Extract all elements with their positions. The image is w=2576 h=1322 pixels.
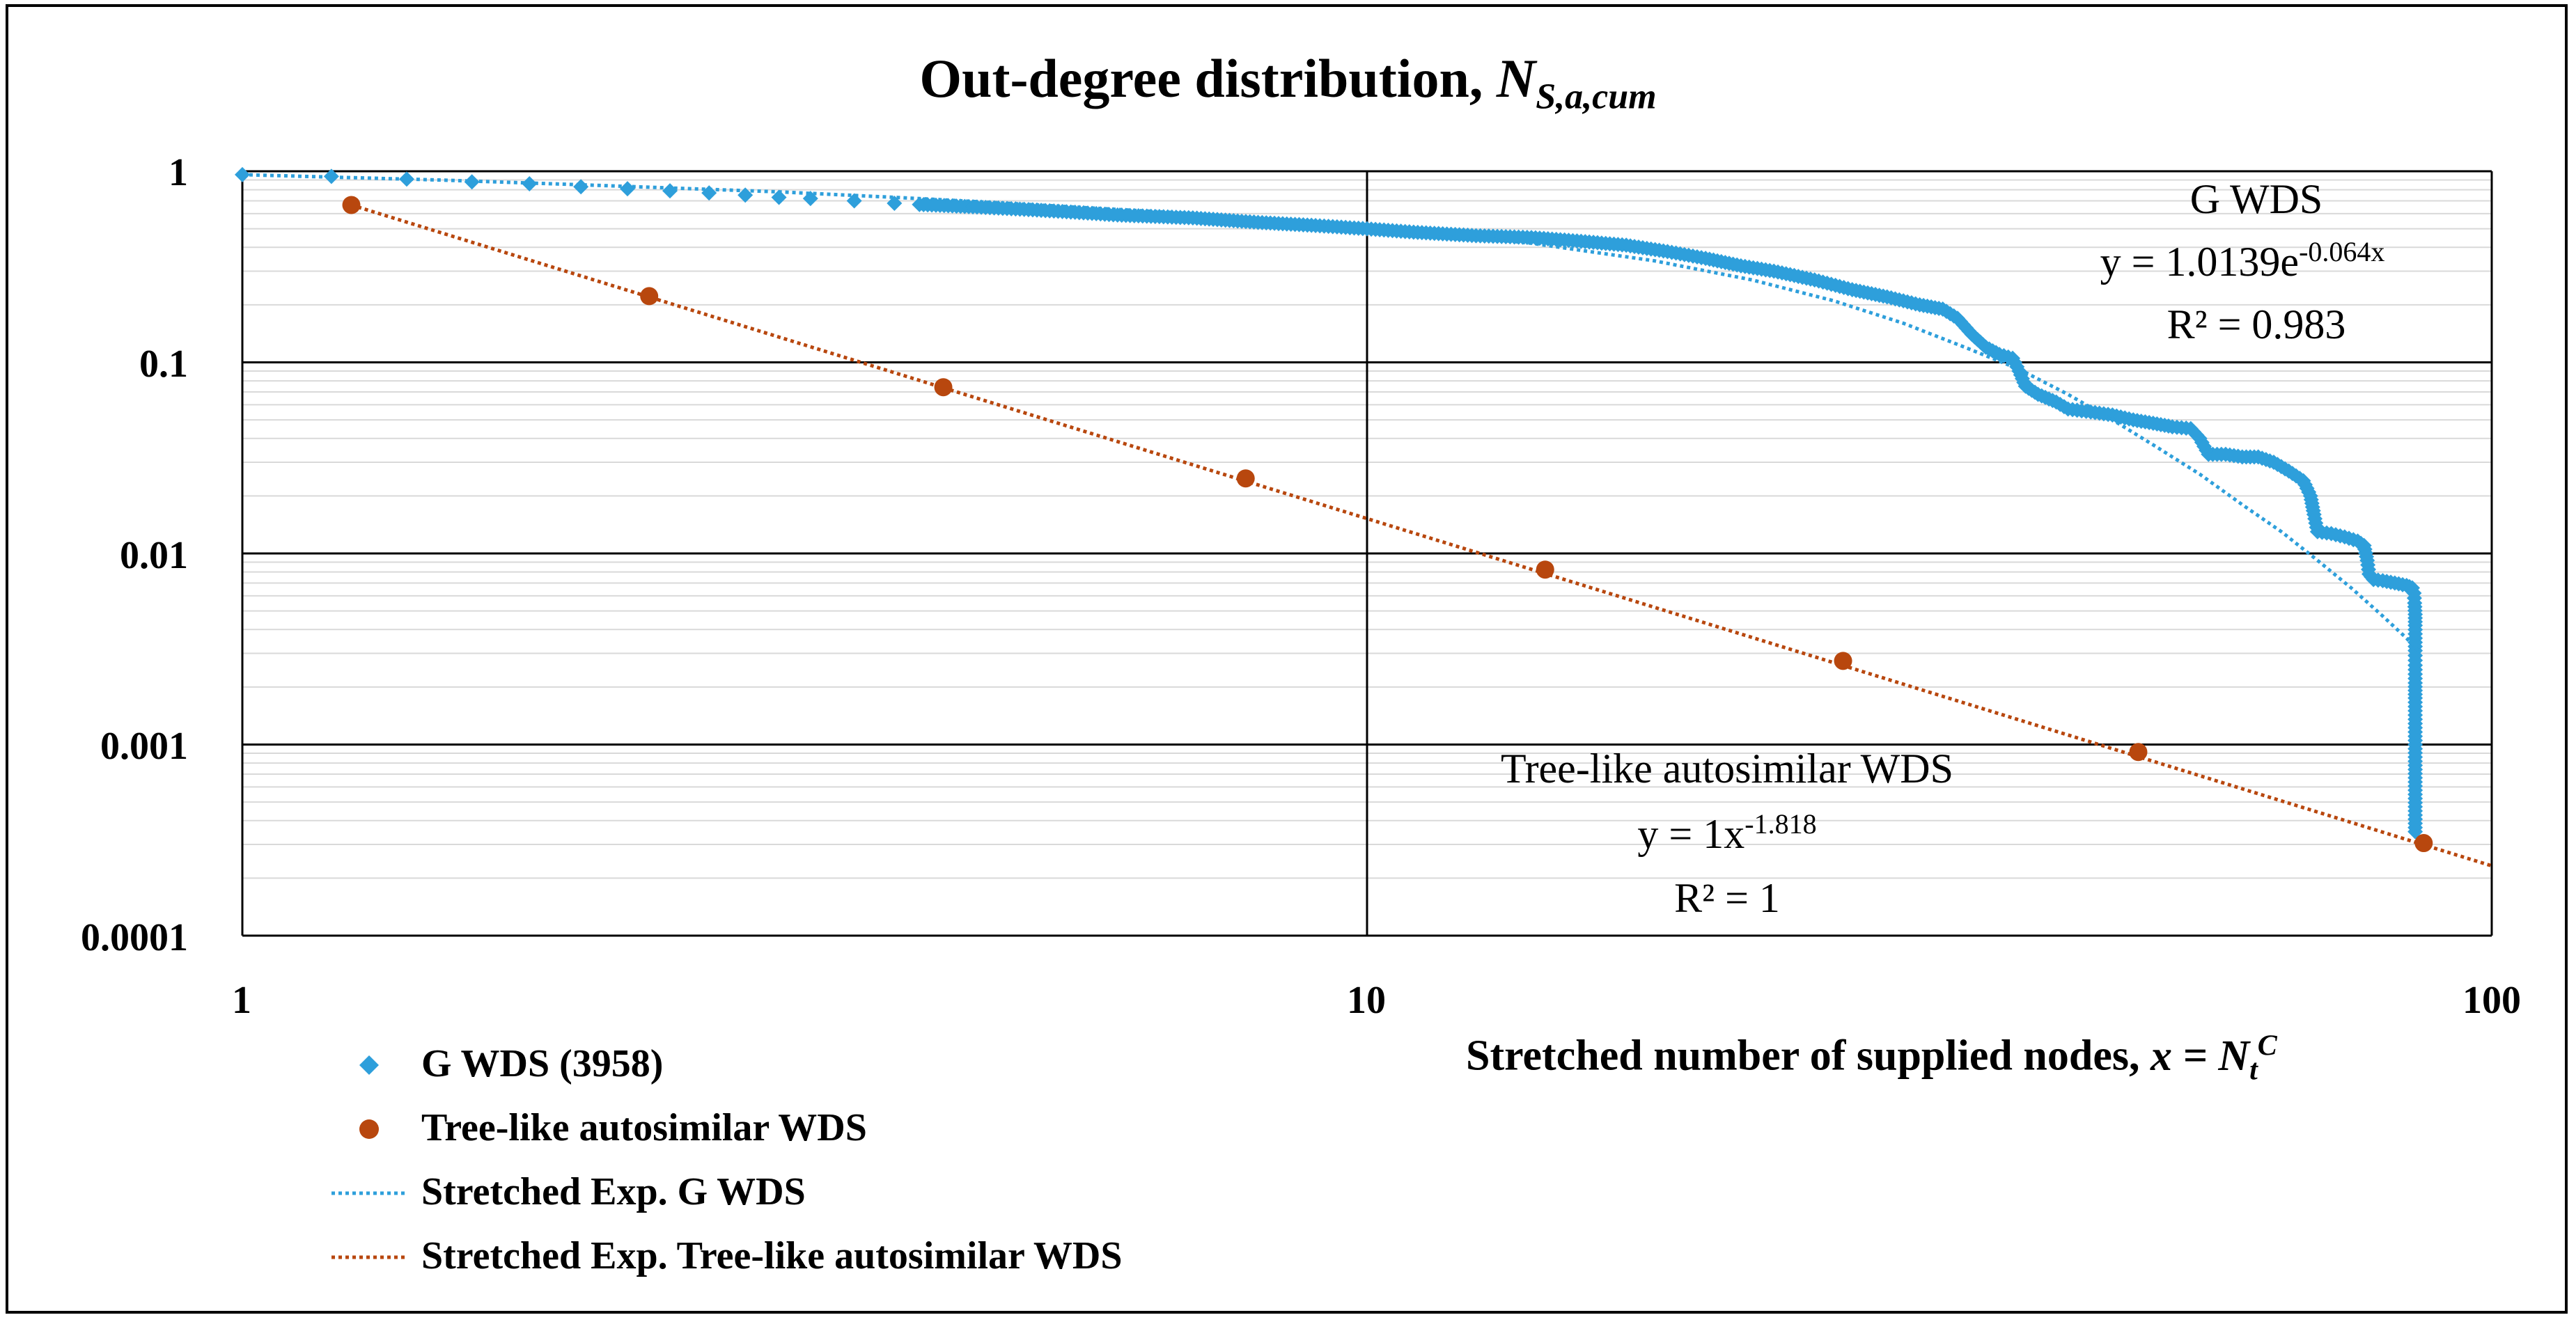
chart-title: Out-degree distribution, NS,a,cum <box>0 47 2576 118</box>
g-wds-point <box>398 171 414 187</box>
dotted-line-icon <box>331 1255 407 1259</box>
legend-label: Stretched Exp. G WDS <box>421 1170 806 1213</box>
g-wds-point <box>771 189 787 205</box>
g-wds-annotation-equation: y = 1.0139e-0.064x <box>2100 236 2385 285</box>
tree-wds-point <box>934 378 953 397</box>
g-wds-point <box>464 174 480 190</box>
tree-wds-point <box>2414 834 2433 853</box>
legend-label: Stretched Exp. Tree-like autosimilar WDS <box>421 1234 1123 1277</box>
tree-wds-point <box>2129 743 2148 762</box>
diamond-marker-icon <box>359 1055 379 1075</box>
g-wds-point <box>235 166 250 182</box>
dotted-line-icon <box>331 1191 407 1195</box>
legend-label: G WDS (3958) <box>421 1042 664 1085</box>
g-wds-point <box>737 187 754 203</box>
g-wds-point <box>323 168 339 184</box>
x-tick-label: 10 <box>1347 979 1386 1022</box>
x-axis-label: Stretched number of supplied nodes, x = … <box>1466 1030 2277 1087</box>
y-tick-label: 0.01 <box>120 534 188 577</box>
g-wds-point <box>887 195 903 211</box>
y-tick-label: 0.0001 <box>81 916 188 959</box>
legend-item-g-wds: G WDS (3958) <box>327 1037 1302 1093</box>
tree-wds-point <box>342 196 361 214</box>
legend-item-tree-wds: Tree-like autosimilar WDS <box>327 1101 1302 1157</box>
tree-wds-point <box>1834 652 1852 670</box>
g-wds-point <box>620 181 636 197</box>
x-tick-label: 1 <box>232 979 251 1022</box>
g-wds-annotation-label: G WDS <box>2189 176 2323 222</box>
legend-item-tree-wds-fit: Stretched Exp. Tree-like autosimilar WDS <box>327 1229 1302 1285</box>
chart-title-variable: NS,a,cum <box>1496 48 1657 117</box>
chart-frame <box>6 4 2568 1314</box>
g-wds-point <box>701 185 717 201</box>
g-wds-point <box>662 183 678 199</box>
y-tick-label: 0.1 <box>139 343 188 386</box>
tree-annotation-label: Tree-like autosimilar WDS <box>1501 746 1953 792</box>
y-tick-label: 1 <box>169 151 188 194</box>
tree-annotation-r2: R² = 1 <box>1674 875 1780 921</box>
tree-wds-point <box>1536 560 1554 579</box>
legend-label: Tree-like autosimilar WDS <box>421 1106 867 1149</box>
tree-wds-point <box>640 287 659 306</box>
g-wds-annotation-r2: R² = 0.983 <box>2167 301 2346 347</box>
y-tick-label: 0.001 <box>100 725 188 768</box>
legend-item-g-wds-fit: Stretched Exp. G WDS <box>327 1165 1302 1221</box>
g-wds-point <box>573 179 589 195</box>
x-tick-label: 100 <box>2462 979 2521 1022</box>
tree-wds-point <box>1236 469 1255 488</box>
circle-marker-icon <box>359 1119 379 1139</box>
chart-title-main: Out-degree distribution, <box>919 48 1497 109</box>
tree-annotation-equation: y = 1x-1.818 <box>1637 808 1817 857</box>
